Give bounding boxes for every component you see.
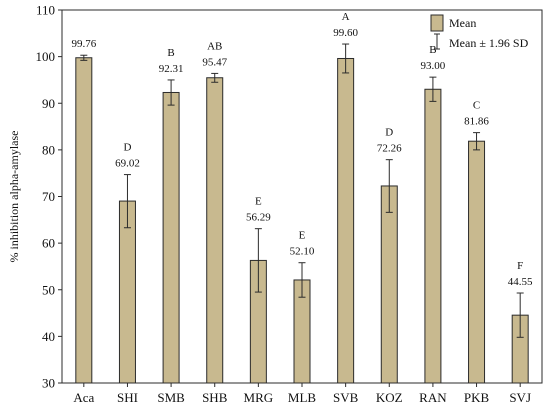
x-tick-label: PKB	[464, 390, 490, 405]
y-tick-label: 60	[42, 236, 55, 251]
legend: Mean Mean ± 1.96 SD	[430, 14, 529, 50]
x-tick-label: SVJ	[509, 390, 531, 405]
bar-svb	[337, 57, 355, 384]
significance-letter: C	[473, 100, 480, 112]
legend-mean-label: Mean	[449, 16, 476, 30]
bar-series: 99.7669.02D92.31B95.47AB56.29E52.10E99.6…	[71, 11, 533, 384]
data-label: 56.29	[246, 212, 271, 224]
x-axis: Aca SHI SMB SHB MRG MLB SVB KOZ RAN PKB SVJ	[73, 383, 531, 405]
y-tick-label: 90	[42, 96, 55, 111]
significance-letter: A	[342, 11, 350, 23]
data-label: 69.02	[115, 158, 140, 170]
data-label: 92.31	[159, 63, 184, 75]
bar-koz	[380, 185, 398, 384]
significance-letter: B	[429, 44, 436, 56]
x-tick-label: RAN	[419, 390, 447, 405]
bar-shi	[118, 200, 136, 384]
y-tick-label: 100	[36, 49, 56, 64]
bar-ran	[424, 88, 442, 384]
significance-letter: E	[255, 196, 262, 208]
y-axis: 30 40 50 60 70 80 90 100 110	[36, 3, 62, 391]
x-tick-label: MRG	[244, 390, 274, 405]
bar-shb	[206, 77, 224, 384]
y-tick-label: 80	[42, 142, 55, 157]
y-axis-title: % inhibition alpha-amylase	[7, 131, 21, 263]
y-tick-label: 110	[36, 3, 55, 18]
data-label: 99.76	[71, 38, 96, 50]
significance-letter: AB	[207, 40, 222, 52]
data-label: 72.26	[377, 143, 402, 155]
x-tick-label: SMB	[157, 390, 185, 405]
significance-letter: B	[167, 47, 174, 59]
data-label: 81.86	[464, 116, 489, 128]
bar-aca	[75, 57, 93, 384]
bar-pkb	[468, 140, 486, 384]
y-tick-label: 50	[42, 282, 55, 297]
x-tick-label: SHB	[202, 390, 228, 405]
y-tick-label: 40	[42, 329, 55, 344]
legend-sd-label: Mean ± 1.96 SD	[449, 36, 529, 50]
data-label: 44.55	[508, 276, 533, 288]
data-label: 99.60	[333, 27, 358, 39]
data-label: 52.10	[290, 246, 315, 258]
significance-letter: D	[385, 127, 393, 139]
y-tick-label: 70	[42, 189, 55, 204]
significance-letter: D	[123, 142, 131, 154]
significance-letter: F	[517, 260, 523, 272]
y-tick-label: 30	[42, 376, 55, 391]
bar-smb	[162, 91, 180, 384]
x-tick-label: Aca	[73, 390, 94, 405]
significance-letter: E	[299, 230, 306, 242]
data-label: 95.47	[202, 56, 227, 68]
x-tick-label: SHI	[117, 390, 138, 405]
x-tick-label: SVB	[333, 390, 359, 405]
x-tick-label: MLB	[288, 390, 317, 405]
data-label: 93.00	[421, 60, 446, 72]
legend-mean-swatch	[430, 14, 444, 32]
x-tick-label: KOZ	[376, 390, 403, 405]
